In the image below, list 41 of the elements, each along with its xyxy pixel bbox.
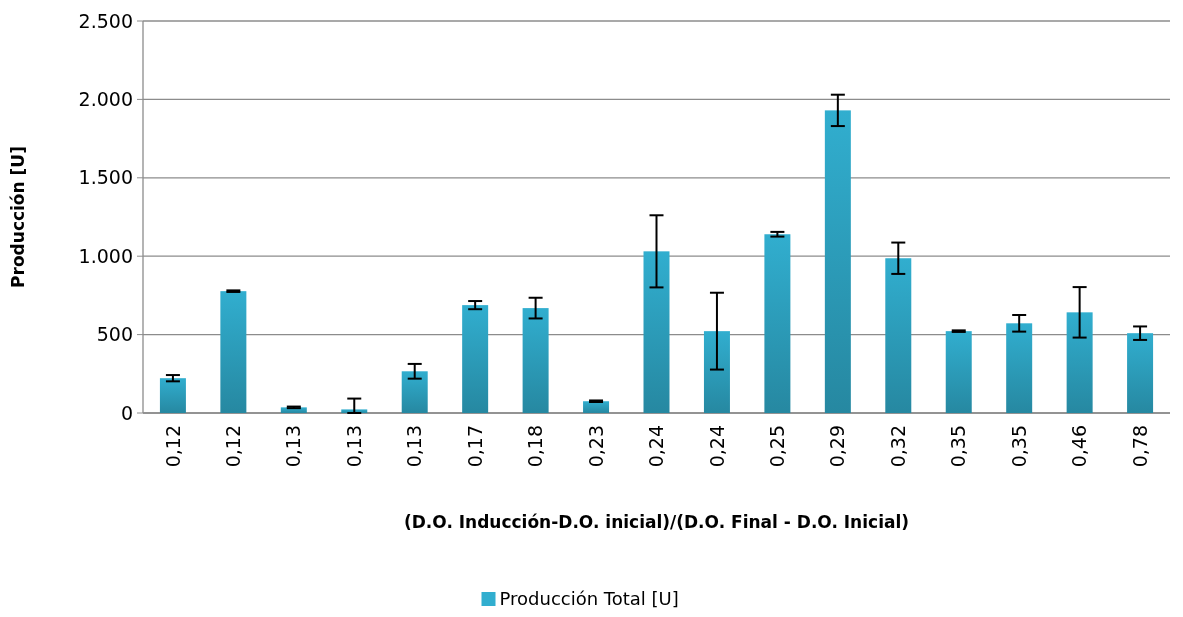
bar bbox=[1066, 312, 1093, 413]
x-tick-label: 0,24 bbox=[705, 425, 728, 468]
bar bbox=[703, 331, 730, 413]
y-tick-label: 1.500 bbox=[78, 166, 133, 189]
x-axis-title: (D.O. Inducción-D.O. inicial)/(D.O. Final - D.O. Inicial) bbox=[403, 512, 910, 532]
x-tick-label: 0,35 bbox=[947, 425, 970, 468]
bar bbox=[220, 291, 247, 413]
bar bbox=[885, 258, 912, 413]
x-tick-label: 0,12 bbox=[222, 425, 245, 468]
y-tick-label: 2.000 bbox=[78, 88, 133, 111]
y-tick-label: 0 bbox=[120, 401, 133, 424]
y-tick-label: 500 bbox=[96, 323, 133, 346]
bar bbox=[462, 305, 489, 413]
y-tick-label: 1.000 bbox=[78, 244, 133, 267]
x-tick-label: 0,24 bbox=[645, 425, 668, 468]
x-tick-label: 0,23 bbox=[584, 425, 607, 468]
bar bbox=[945, 331, 972, 413]
bar bbox=[1006, 323, 1033, 413]
y-tick-label: 2.500 bbox=[78, 9, 133, 32]
bar bbox=[764, 234, 791, 413]
x-tick-label: 0,13 bbox=[403, 425, 426, 468]
bar bbox=[824, 110, 851, 413]
x-tick-label: 0,25 bbox=[766, 425, 789, 468]
bar bbox=[159, 378, 186, 413]
x-tick-label: 0,29 bbox=[826, 425, 849, 468]
x-tick-label: 0,13 bbox=[282, 425, 305, 468]
legend-label: Producción Total [U] bbox=[499, 588, 679, 609]
x-tick-label: 0,18 bbox=[524, 425, 547, 468]
bar bbox=[401, 371, 428, 413]
bar bbox=[583, 401, 610, 413]
x-tick-label: 0,17 bbox=[463, 425, 486, 468]
x-tick-label: 0,13 bbox=[342, 425, 365, 468]
bar bbox=[1127, 333, 1154, 413]
bar bbox=[522, 308, 549, 413]
x-tick-label: 0,46 bbox=[1068, 425, 1091, 468]
y-axis-title: Producción [U] bbox=[8, 146, 28, 288]
x-tick-label: 0,32 bbox=[886, 425, 909, 468]
bar bbox=[643, 251, 670, 413]
x-tick-label: 0,35 bbox=[1007, 425, 1030, 468]
x-tick-label: 0,12 bbox=[161, 425, 184, 468]
x-tick-label: 0,78 bbox=[1128, 425, 1151, 468]
